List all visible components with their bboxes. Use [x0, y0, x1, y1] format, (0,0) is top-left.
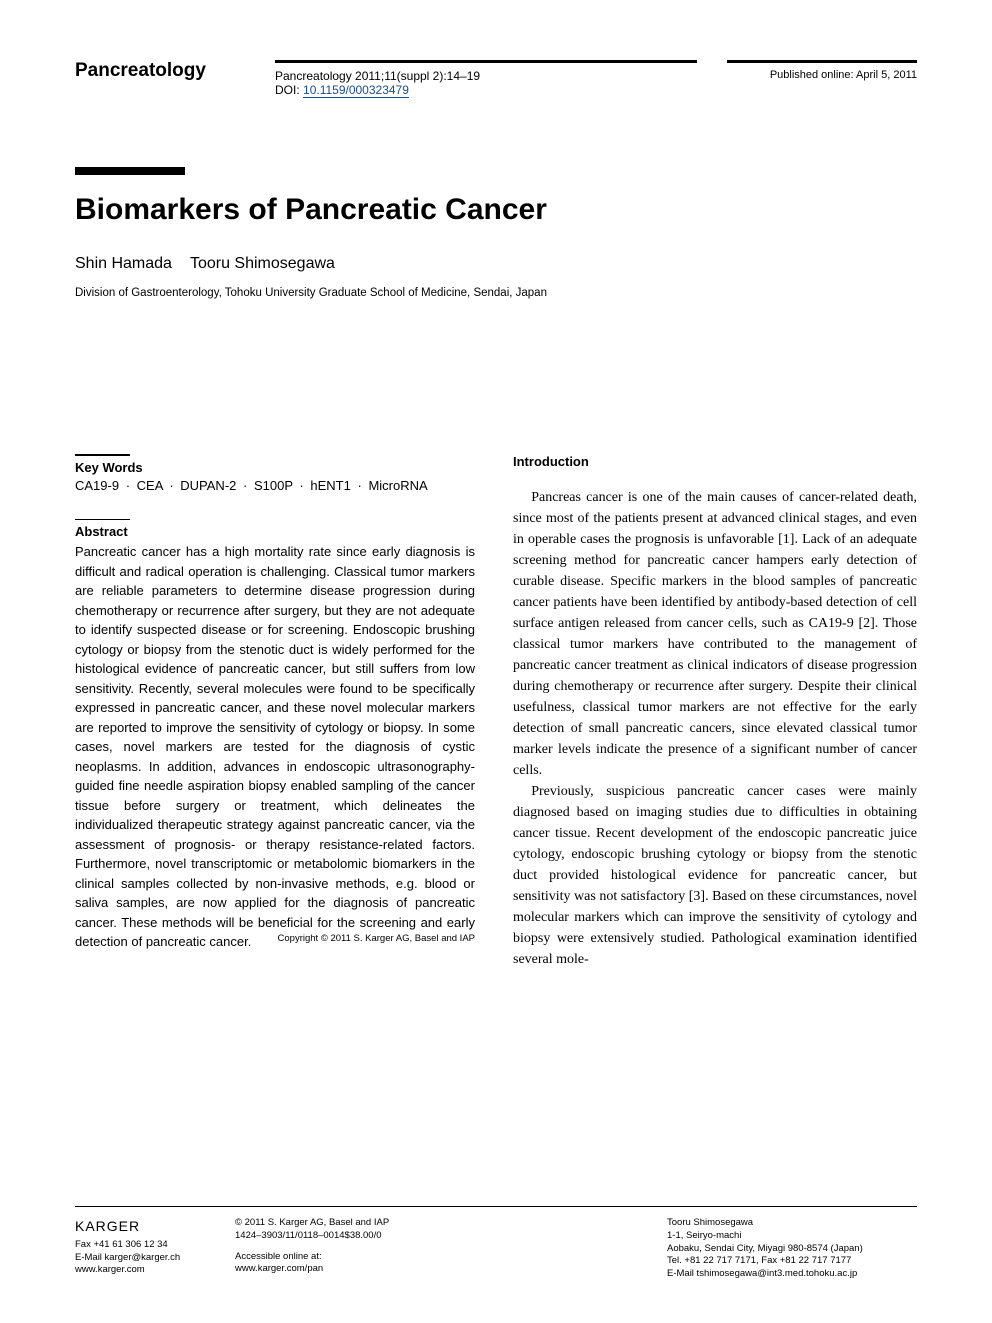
abstract-text: Pancreatic cancer has a high mortality r…	[75, 542, 475, 952]
corr-addr2: Aobaku, Sendai City, Miyagi 980-8574 (Ja…	[667, 1243, 917, 1256]
keyword-separator: ·	[243, 478, 247, 493]
publisher-web[interactable]: www.karger.com	[75, 1264, 205, 1277]
keyword: CA19-9	[75, 478, 119, 493]
intro-paragraph-2: Previously, suspicious pancreatic cancer…	[513, 781, 917, 970]
header-row: Pancreatology Pancreatology 2011;11(supp…	[75, 60, 917, 97]
intro-paragraph-1: Pancreas cancer is one of the main cause…	[513, 487, 917, 781]
footer-copyright: © 2011 S. Karger AG, Basel and IAP	[235, 1217, 435, 1230]
two-column-body: Key Words CA19-9 · CEA · DUPAN-2 · S100P…	[75, 454, 917, 970]
affiliation: Division of Gastroenterology, Tohoku Uni…	[75, 287, 917, 299]
keywords-bar	[75, 454, 130, 456]
paper-title: Biomarkers of Pancreatic Cancer	[75, 193, 917, 227]
author-1: Shin Hamada	[75, 255, 172, 272]
footer-publisher-block: KARGER Fax +41 61 306 12 34 E-Mail karge…	[75, 1217, 205, 1281]
footer: KARGER Fax +41 61 306 12 34 E-Mail karge…	[75, 1206, 917, 1281]
introduction-text: Pancreas cancer is one of the main cause…	[513, 487, 917, 970]
keyword: MicroRNA	[368, 478, 427, 493]
keyword-separator: ·	[357, 478, 361, 493]
footer-issn: 1424–3903/11/0118–0014$38.00/0	[235, 1230, 435, 1243]
keyword: S100P	[254, 478, 293, 493]
corr-email: E-Mail tshimosegawa@int3.med.tohoku.ac.j…	[667, 1268, 917, 1281]
abstract-body: Pancreatic cancer has a high mortality r…	[75, 544, 475, 949]
publisher-name: KARGER	[75, 1217, 205, 1236]
keyword-separator: ·	[299, 478, 303, 493]
keyword-separator: ·	[169, 478, 173, 493]
footer-access-label: Accessible online at:	[235, 1251, 435, 1264]
authors: Shin Hamada Tooru Shimosegawa	[75, 255, 917, 273]
title-accent-bar	[75, 167, 185, 175]
keyword: DUPAN-2	[180, 478, 236, 493]
keywords-list: CA19-9 · CEA · DUPAN-2 · S100P · hENT1 ·…	[75, 478, 475, 493]
publisher-email: E-Mail karger@karger.ch	[75, 1252, 205, 1265]
abstract-copyright: Copyright © 2011 S. Karger AG, Basel and…	[278, 932, 475, 946]
footer-correspondence-block: Tooru Shimosegawa 1-1, Seiryo-machi Aoba…	[667, 1217, 917, 1281]
published-online: Published online: April 5, 2011	[727, 60, 917, 81]
header-center: Pancreatology 2011;11(suppl 2):14–19 DOI…	[275, 60, 697, 97]
author-2: Tooru Shimosegawa	[190, 255, 335, 272]
keyword-separator: ·	[126, 478, 130, 493]
doi-prefix: DOI:	[275, 83, 303, 97]
corr-name: Tooru Shimosegawa	[667, 1217, 917, 1230]
doi-line: DOI: 10.1159/000323479	[275, 83, 697, 97]
footer-access-url[interactable]: www.karger.com/pan	[235, 1263, 435, 1276]
journal-name: Pancreatology	[75, 60, 245, 82]
corr-tel: Tel. +81 22 717 7171, Fax +81 22 717 717…	[667, 1255, 917, 1268]
keyword: CEA	[137, 478, 163, 493]
abstract-heading: Abstract	[75, 524, 475, 539]
introduction-heading: Introduction	[513, 454, 917, 469]
corr-addr1: 1-1, Seiryo-machi	[667, 1230, 917, 1243]
doi-link[interactable]: 10.1159/000323479	[303, 83, 409, 98]
keyword: hENT1	[310, 478, 350, 493]
left-column: Key Words CA19-9 · CEA · DUPAN-2 · S100P…	[75, 454, 475, 970]
keywords-heading: Key Words	[75, 460, 475, 475]
citation: Pancreatology 2011;11(suppl 2):14–19	[275, 69, 697, 83]
abstract-bar	[75, 519, 130, 521]
footer-copyright-block: © 2011 S. Karger AG, Basel and IAP 1424–…	[235, 1217, 435, 1281]
publisher-fax: Fax +41 61 306 12 34	[75, 1239, 205, 1252]
right-column: Introduction Pancreas cancer is one of t…	[513, 454, 917, 970]
